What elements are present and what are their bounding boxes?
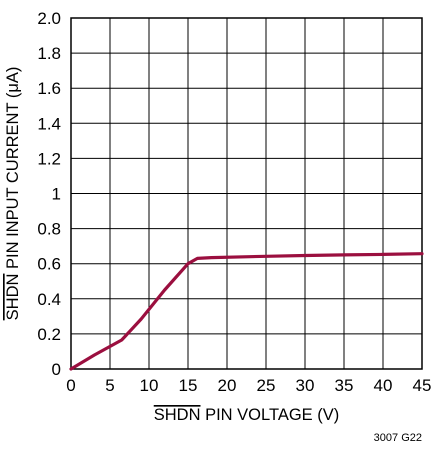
x-tick-label: 40 [374, 376, 393, 395]
grid [70, 17, 423, 370]
y-tick-labels: 0 0.2 0.4 0.6 0.8 1 1.2 1.4 1.6 1.8 2.0 [37, 9, 61, 379]
y-tick-label: 2.0 [37, 9, 61, 28]
y-axis-title-overlined: SHDN [4, 274, 22, 321]
series-layer [69, 252, 424, 371]
x-tick-label: 15 [179, 376, 198, 395]
y-tick-label: 1 [52, 185, 61, 204]
plot-frame [70, 17, 423, 370]
y-tick-label: 0.4 [37, 290, 61, 309]
y-tick-label: 0.6 [37, 255, 61, 274]
x-axis-title: SHDN PIN VOLTAGE (V) [154, 406, 340, 424]
y-tick-label: 0 [52, 360, 61, 379]
figure-id: 3007 G22 [374, 432, 422, 444]
y-axis-title: SHDN PIN INPUT CURRENT (μA) [4, 67, 22, 321]
series-line [69, 252, 424, 371]
y-tick-label: 1.2 [37, 149, 61, 168]
x-axis-title-rest: PIN VOLTAGE (V) [201, 406, 340, 424]
x-tick-label: 20 [218, 376, 237, 395]
x-tick-label: 30 [296, 376, 315, 395]
x-tick-label: 25 [257, 376, 276, 395]
x-tick-label: 10 [140, 376, 159, 395]
x-tick-label: 35 [335, 376, 354, 395]
y-tick-label: 1.4 [37, 114, 61, 133]
x-axis-title-overlined: SHDN [154, 406, 201, 424]
x-tick-label: 45 [413, 376, 432, 395]
y-tick-label: 0.8 [37, 220, 61, 239]
y-axis-title-rest: PIN INPUT CURRENT (μA) [4, 67, 22, 274]
y-tick-label: 0.2 [37, 325, 61, 344]
x-tick-labels: 0 5 10 15 20 25 30 35 40 45 [66, 376, 431, 395]
x-tick-label: 0 [66, 376, 75, 395]
x-tick-label: 5 [105, 376, 114, 395]
y-tick-label: 1.8 [37, 44, 61, 63]
y-tick-label: 1.6 [37, 79, 61, 98]
